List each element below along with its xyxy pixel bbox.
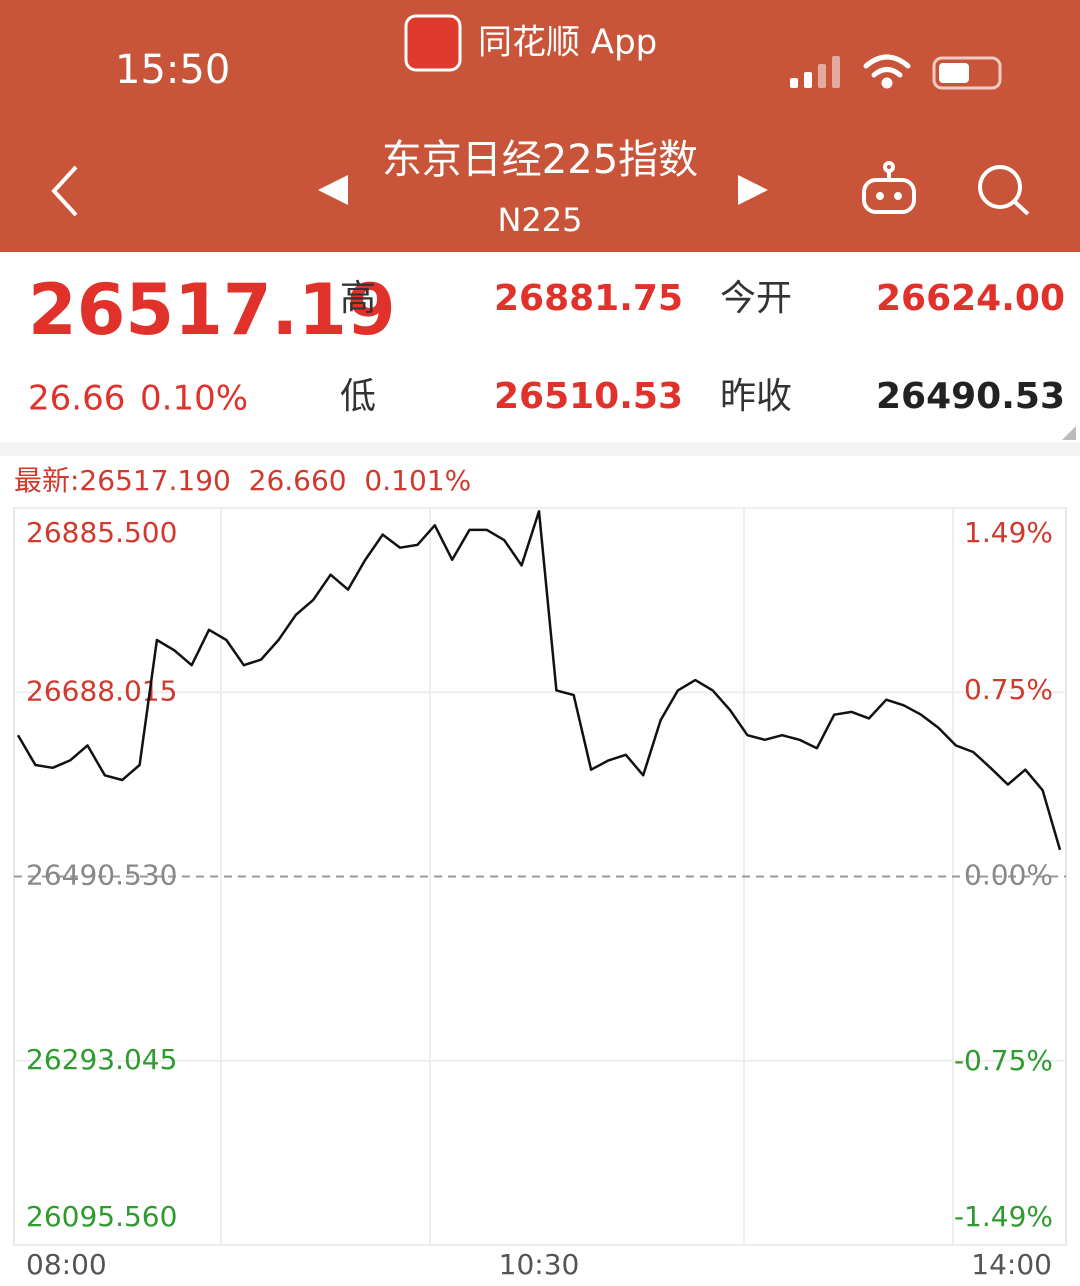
page-code: N225	[497, 201, 582, 239]
page-title: 东京日经225指数	[382, 137, 698, 183]
change: 26.66	[28, 379, 125, 419]
open: 26624.00	[876, 278, 1065, 319]
high-label: 高	[340, 278, 376, 319]
y2-tick-label: 1.49%	[964, 516, 1053, 549]
y2-tick-label: -1.49%	[954, 1200, 1053, 1233]
prev-close-label: 昨收	[720, 376, 792, 417]
y2-tick-label: 0.00%	[964, 859, 1053, 892]
next-button[interactable]	[738, 175, 768, 205]
separator	[0, 442, 1080, 456]
expand-corner[interactable]	[1062, 426, 1076, 440]
battery-level	[939, 63, 969, 83]
robot-button[interactable]	[862, 161, 916, 214]
wifi	[863, 54, 911, 89]
low-label: 低	[340, 376, 376, 417]
x-tick-label: 08:00	[26, 1248, 107, 1281]
x-tick-label: 10:30	[499, 1248, 580, 1281]
y2-tick-label: 0.75%	[964, 673, 1053, 706]
plot: 26095.560 26293.045 26490.530 26688.015 2688…	[14, 507, 1066, 1281]
y-tick-label: 26688.015	[26, 674, 177, 707]
last-price: 26517.19	[28, 269, 396, 351]
y-tick-label: 26293.045	[26, 1043, 177, 1076]
battery	[932, 56, 1002, 90]
app-name: 同花顺 App	[478, 23, 657, 63]
x-tick-label: 14:00	[971, 1248, 1052, 1281]
low: 26510.53	[494, 376, 683, 417]
signal	[790, 56, 840, 88]
y-tick-label: 26885.500	[26, 516, 177, 549]
app-icon	[404, 14, 462, 72]
y-tick-label: 26490.530	[26, 859, 177, 892]
search-button[interactable]	[978, 165, 1030, 216]
y-tick-label: 26095.560	[26, 1200, 177, 1233]
prev-close: 26490.53	[876, 376, 1065, 417]
prev-button[interactable]	[318, 175, 348, 205]
clock: 15:50	[115, 47, 230, 93]
back-button[interactable]	[51, 165, 78, 217]
price-line	[16, 510, 1062, 851]
open-label: 今开	[720, 278, 792, 319]
y2-tick-label: -0.75%	[954, 1044, 1053, 1077]
change-pct: 0.10%	[140, 379, 248, 419]
chart-info: 最新:26517.190 26.660 0.101%	[14, 464, 471, 497]
high: 26881.75	[494, 278, 683, 319]
